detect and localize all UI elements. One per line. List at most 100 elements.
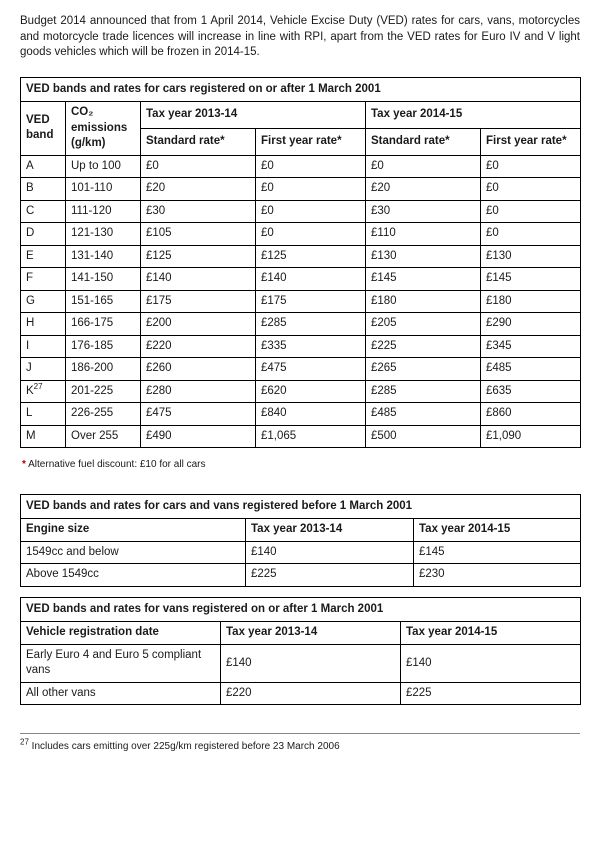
intro-paragraph: Budget 2014 announced that from 1 April … xyxy=(20,14,580,61)
table-row: Above 1549cc£225£230 xyxy=(21,564,581,587)
cell-band: G xyxy=(21,290,66,313)
cell-std2: £225 xyxy=(366,335,481,358)
cell-first2: £180 xyxy=(481,290,581,313)
cell-band: L xyxy=(21,403,66,426)
cell-std1: £105 xyxy=(141,223,256,246)
cell-first1: £175 xyxy=(256,290,366,313)
cell-first2: £290 xyxy=(481,313,581,336)
ved-table-pre-2001: VED bands and rates for cars and vans re… xyxy=(20,494,581,587)
table-row: E131-140£125£125£130£130 xyxy=(21,245,581,268)
cell-reg: Early Euro 4 and Euro 5 compliant vans xyxy=(21,644,221,682)
cell-first1: £335 xyxy=(256,335,366,358)
cell-first1: £0 xyxy=(256,155,366,178)
cell-y1: £225 xyxy=(246,564,414,587)
cell-first1: £1,065 xyxy=(256,425,366,448)
col-year-2014-15: Tax year 2014-15 xyxy=(366,102,581,129)
col-first-year-rate-2: First year rate* xyxy=(481,128,581,155)
col-t3-year1: Tax year 2013-14 xyxy=(221,622,401,645)
table-row: Early Euro 4 and Euro 5 compliant vans£1… xyxy=(21,644,581,682)
cell-first2: £1,090 xyxy=(481,425,581,448)
table-row: AUp to 100£0£0£0£0 xyxy=(21,155,581,178)
col-engine-size: Engine size xyxy=(21,519,246,542)
cell-y1: £220 xyxy=(221,682,401,705)
table2-title: VED bands and rates for cars and vans re… xyxy=(21,494,581,519)
cell-y1: £140 xyxy=(246,541,414,564)
table-row: F141-150£140£140£145£145 xyxy=(21,268,581,291)
table-row: D121-130£105£0£110£0 xyxy=(21,223,581,246)
cell-std2: £0 xyxy=(366,155,481,178)
table-row: MOver 255£490£1,065£500£1,090 xyxy=(21,425,581,448)
cell-co2: 186-200 xyxy=(66,358,141,381)
table-row: L226-255£475£840£485£860 xyxy=(21,403,581,426)
col-reg-date: Vehicle registration date xyxy=(21,622,221,645)
ved-table-vans-post-2001: VED bands and rates for vans registered … xyxy=(20,597,581,706)
cell-std2: £130 xyxy=(366,245,481,268)
table-row: H166-175£200£285£205£290 xyxy=(21,313,581,336)
cell-std1: £260 xyxy=(141,358,256,381)
cell-std2: £485 xyxy=(366,403,481,426)
cell-y2: £140 xyxy=(401,644,581,682)
cell-first1: £0 xyxy=(256,178,366,201)
cell-first1: £285 xyxy=(256,313,366,336)
cell-first2: £0 xyxy=(481,155,581,178)
cell-first2: £0 xyxy=(481,223,581,246)
cell-first2: £635 xyxy=(481,380,581,403)
cell-y2: £230 xyxy=(414,564,581,587)
cell-band: J xyxy=(21,358,66,381)
table-row: G151-165£175£175£180£180 xyxy=(21,290,581,313)
footnote-27-number: 27 xyxy=(20,738,29,747)
cell-co2: 141-150 xyxy=(66,268,141,291)
cell-co2: Up to 100 xyxy=(66,155,141,178)
footnote-27-text: Includes cars emitting over 225g/km regi… xyxy=(29,741,340,752)
cell-band: D xyxy=(21,223,66,246)
cell-std2: £205 xyxy=(366,313,481,336)
col-standard-rate-1: Standard rate* xyxy=(141,128,256,155)
col-t2-year2: Tax year 2014-15 xyxy=(414,519,581,542)
cell-std2: £30 xyxy=(366,200,481,223)
cell-first1: £0 xyxy=(256,200,366,223)
cell-first2: £485 xyxy=(481,358,581,381)
footnote-divider xyxy=(20,733,580,734)
table-row: I176-185£220£335£225£345 xyxy=(21,335,581,358)
cell-std1: £475 xyxy=(141,403,256,426)
col-first-year-rate-1: First year rate* xyxy=(256,128,366,155)
table-row: C111-120£30£0£30£0 xyxy=(21,200,581,223)
cell-std1: £280 xyxy=(141,380,256,403)
cell-first1: £125 xyxy=(256,245,366,268)
cell-std2: £110 xyxy=(366,223,481,246)
cell-engine: Above 1549cc xyxy=(21,564,246,587)
cell-co2: 166-175 xyxy=(66,313,141,336)
cell-y1: £140 xyxy=(221,644,401,682)
table-row: B101-110£20£0£20£0 xyxy=(21,178,581,201)
cell-y2: £145 xyxy=(414,541,581,564)
ved-table-cars-post-2001: VED bands and rates for cars registered … xyxy=(20,77,581,449)
asterisk-icon: * xyxy=(22,459,26,470)
footnote-27: 27 Includes cars emitting over 225g/km r… xyxy=(20,740,580,754)
cell-std1: £220 xyxy=(141,335,256,358)
table1-title: VED bands and rates for cars registered … xyxy=(21,77,581,102)
alt-fuel-discount-note: * Alternative fuel discount: £10 for all… xyxy=(22,458,580,472)
cell-std1: £175 xyxy=(141,290,256,313)
cell-first2: £345 xyxy=(481,335,581,358)
cell-first2: £860 xyxy=(481,403,581,426)
cell-first2: £0 xyxy=(481,178,581,201)
cell-first1: £620 xyxy=(256,380,366,403)
alt-fuel-text: Alternative fuel discount: £10 for all c… xyxy=(28,459,205,470)
cell-std2: £145 xyxy=(366,268,481,291)
col-t3-year2: Tax year 2014-15 xyxy=(401,622,581,645)
col-year-2013-14: Tax year 2013-14 xyxy=(141,102,366,129)
cell-std2: £500 xyxy=(366,425,481,448)
cell-band: I xyxy=(21,335,66,358)
cell-band: H xyxy=(21,313,66,336)
col-standard-rate-2: Standard rate* xyxy=(366,128,481,155)
cell-std1: £30 xyxy=(141,200,256,223)
cell-band: E xyxy=(21,245,66,268)
cell-std2: £180 xyxy=(366,290,481,313)
cell-first1: £140 xyxy=(256,268,366,291)
cell-co2: Over 255 xyxy=(66,425,141,448)
cell-band: M xyxy=(21,425,66,448)
cell-std1: £125 xyxy=(141,245,256,268)
table-row: 1549cc and below£140£145 xyxy=(21,541,581,564)
cell-co2: 201-225 xyxy=(66,380,141,403)
cell-std2: £285 xyxy=(366,380,481,403)
